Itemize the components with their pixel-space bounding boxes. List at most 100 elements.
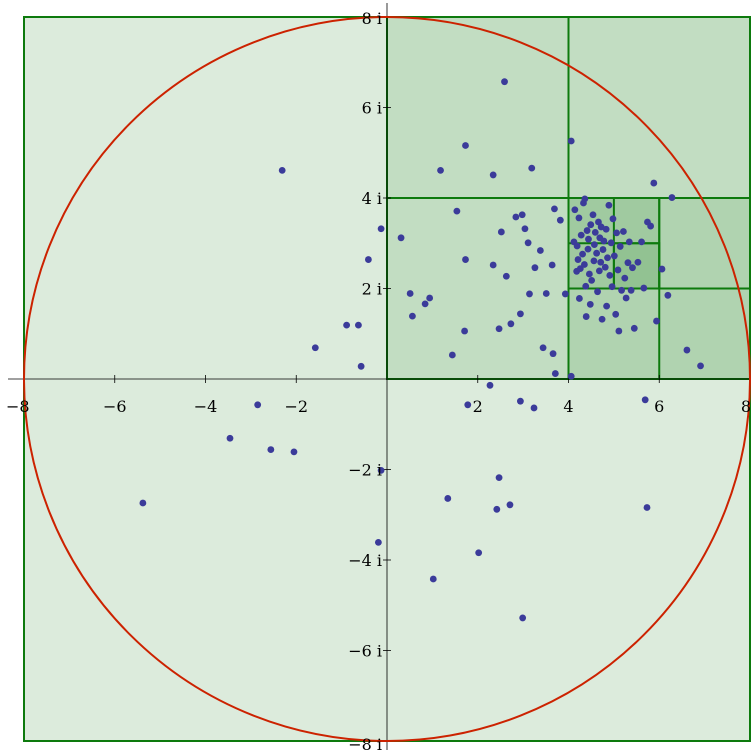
data-point — [589, 211, 597, 219]
data-point — [406, 290, 414, 297]
data-point — [518, 211, 526, 219]
data-point — [585, 235, 592, 243]
y-tick-label: 8 i — [362, 9, 382, 28]
data-point — [489, 171, 497, 179]
data-point — [607, 239, 615, 247]
data-point — [584, 245, 592, 253]
data-point — [609, 215, 617, 223]
data-point — [643, 504, 651, 511]
x-tick-label: 4 — [563, 397, 573, 416]
data-point — [582, 282, 590, 290]
data-point — [668, 194, 676, 201]
data-point — [530, 404, 538, 412]
data-point — [580, 261, 588, 268]
data-point — [461, 327, 468, 335]
tick-labels: −8 −6 −4 −2 2 4 6 8 8 i 6 i 4 i 2 i −2 i −4 i −6 i −8 i — [6, 9, 751, 751]
data-point — [517, 310, 524, 318]
data-point — [582, 313, 590, 320]
data-point — [620, 228, 627, 235]
data-point — [587, 221, 595, 229]
data-point — [561, 290, 569, 298]
data-point — [493, 505, 501, 513]
data-point — [506, 501, 514, 509]
data-point — [630, 324, 638, 332]
data-point — [590, 241, 598, 249]
x-tick-label: 6 — [654, 397, 664, 416]
data-point — [539, 344, 547, 352]
data-point — [429, 575, 437, 583]
data-point — [599, 246, 607, 253]
data-point — [444, 495, 452, 502]
data-point — [453, 207, 461, 215]
data-point — [613, 229, 620, 237]
data-point — [437, 166, 444, 174]
region-level-4 — [613, 243, 660, 289]
data-point — [267, 446, 275, 453]
data-point — [598, 315, 606, 323]
data-point — [574, 256, 582, 263]
data-point — [697, 362, 704, 370]
data-point — [627, 286, 635, 294]
data-point — [556, 216, 564, 224]
data-point — [640, 284, 648, 292]
data-point — [597, 258, 605, 266]
data-point — [526, 290, 533, 298]
data-point — [629, 264, 636, 272]
x-tick-label: −2 — [284, 397, 308, 416]
data-point — [606, 271, 614, 279]
data-point — [495, 325, 503, 333]
data-point — [475, 549, 483, 557]
data-point — [501, 78, 508, 86]
data-point — [486, 381, 494, 389]
data-point — [571, 206, 579, 214]
data-point — [343, 321, 351, 329]
x-tick-label: −4 — [194, 397, 218, 416]
x-tick-label: −8 — [6, 397, 30, 416]
data-point — [536, 247, 544, 254]
data-point — [521, 225, 529, 233]
data-point — [594, 288, 601, 296]
data-point — [600, 237, 608, 245]
data-point — [610, 252, 618, 260]
data-point — [647, 222, 655, 230]
data-point — [575, 214, 583, 222]
data-point — [614, 266, 622, 274]
data-point — [495, 474, 503, 482]
data-point — [608, 283, 616, 291]
data-point — [551, 205, 558, 213]
y-tick-label: 4 i — [362, 189, 382, 208]
data-point — [601, 263, 609, 271]
data-point — [603, 302, 611, 310]
data-point — [615, 327, 623, 335]
data-point — [638, 238, 645, 246]
data-point — [683, 346, 691, 354]
data-point — [583, 227, 591, 234]
data-point — [595, 267, 603, 275]
data-point — [621, 274, 629, 282]
data-point — [507, 320, 515, 328]
data-point — [605, 201, 613, 209]
points-layer — [139, 78, 704, 622]
data-point — [464, 401, 472, 409]
data-point — [517, 397, 524, 405]
data-point — [567, 137, 575, 145]
boundary-circle — [23, 16, 751, 742]
data-point — [567, 372, 575, 380]
data-point — [290, 448, 298, 456]
data-point — [374, 538, 382, 546]
data-point — [377, 467, 385, 474]
data-point — [528, 164, 536, 172]
data-point — [590, 257, 598, 265]
data-point — [595, 218, 602, 226]
data-point — [254, 401, 262, 409]
data-point — [549, 350, 557, 358]
data-point — [551, 370, 559, 377]
data-point — [616, 243, 624, 250]
data-point — [426, 294, 434, 302]
y-tick-label: 2 i — [362, 280, 382, 299]
circle-layer — [23, 16, 751, 742]
data-point — [531, 264, 539, 272]
data-point — [519, 614, 527, 622]
data-point — [357, 362, 365, 370]
